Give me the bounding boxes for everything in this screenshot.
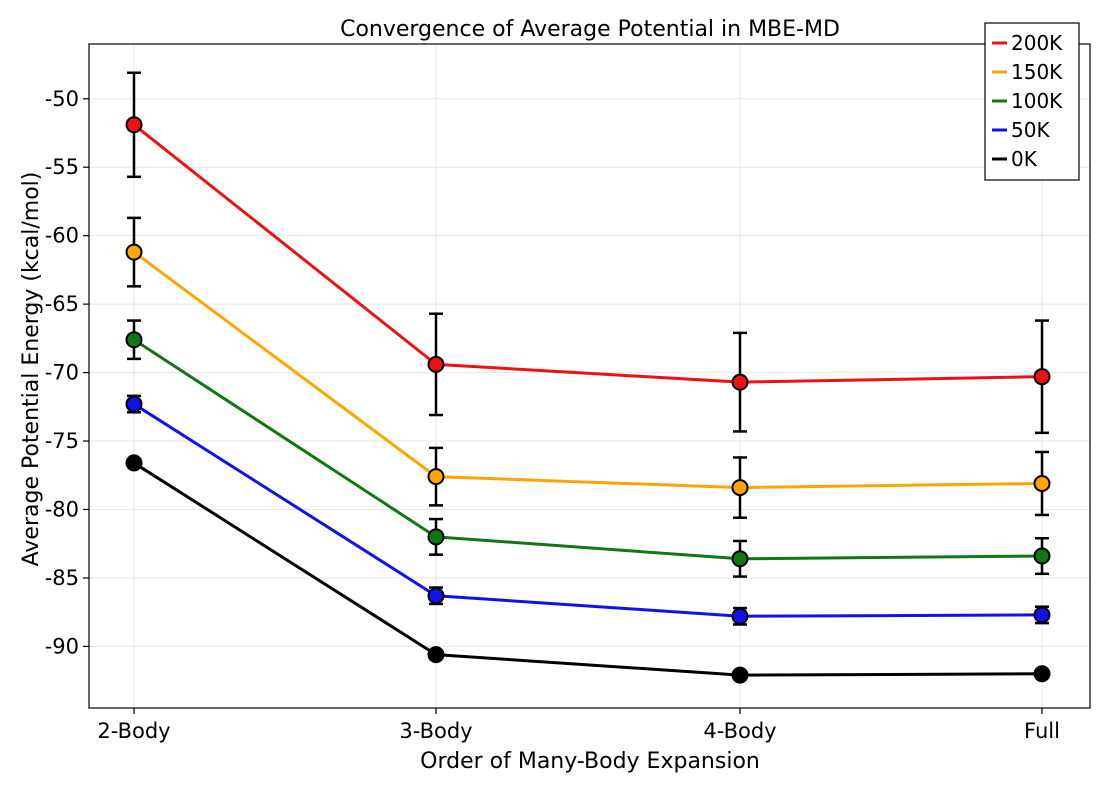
data-point <box>427 587 445 605</box>
legend-label: 100K <box>1011 89 1063 113</box>
y-tick-label: -55 <box>45 155 79 179</box>
data-point <box>731 666 749 684</box>
legend-item-150K: 150K <box>992 60 1063 84</box>
data-point <box>731 479 749 497</box>
data-point <box>1033 474 1051 492</box>
data-point <box>1033 606 1051 624</box>
y-tick-label: -90 <box>45 634 79 658</box>
series-line <box>133 402 1043 618</box>
x-tick-label: Full <box>1024 719 1060 743</box>
y-tick-label: -75 <box>45 429 79 453</box>
data-point <box>125 116 143 134</box>
plot-area <box>88 43 1091 709</box>
series-line <box>133 250 1043 490</box>
series-0K <box>125 454 1051 684</box>
y-tick-label: -85 <box>45 566 79 590</box>
legend-label: 150K <box>1011 60 1063 84</box>
data-point <box>125 454 143 472</box>
y-axis: -90 -85 -80 -75 -70 -65 -60 -55 -50 <box>45 87 89 658</box>
y-tick-label: -65 <box>45 292 79 316</box>
y-tick-label: -60 <box>45 224 79 248</box>
data-point <box>125 243 143 261</box>
data-point <box>731 550 749 568</box>
series-line <box>133 338 1043 561</box>
x-tick-label: 2-Body <box>97 719 170 743</box>
x-tick-label: 4-Body <box>703 719 776 743</box>
series-50K <box>125 394 1051 626</box>
x-tick-label: 3-Body <box>399 719 472 743</box>
y-axis-label: Average Potential Energy (kcal/mol) <box>19 172 44 567</box>
data-point <box>427 646 445 664</box>
data-point <box>731 607 749 625</box>
legend-item-100K: 100K <box>992 89 1063 113</box>
data-point <box>1033 665 1051 683</box>
data-point <box>1033 368 1051 386</box>
series-group <box>125 71 1051 684</box>
series-line <box>133 461 1043 677</box>
legend-label: 0K <box>1011 147 1038 171</box>
legend: 200K 150K 100K 50K 0K <box>984 22 1080 181</box>
legend-item-0K: 0K <box>992 147 1038 171</box>
legend-label: 200K <box>1011 31 1063 55</box>
data-point <box>427 355 445 373</box>
y-tick-label: -70 <box>45 361 79 385</box>
legend-item-50K: 50K <box>992 118 1050 142</box>
data-point <box>125 395 143 413</box>
data-point <box>731 373 749 391</box>
data-point <box>427 468 445 486</box>
y-tick-label: -50 <box>45 87 79 111</box>
x-axis: 2-Body 3-Body 4-Body Full <box>97 708 1060 743</box>
series-150K <box>125 216 1051 519</box>
legend-label: 50K <box>1011 118 1050 142</box>
series-line <box>133 123 1043 384</box>
series-100K <box>125 319 1051 578</box>
data-point <box>427 528 445 546</box>
series-200K <box>125 71 1051 435</box>
x-axis-label: Order of Many-Body Expansion <box>420 749 760 774</box>
data-point <box>125 331 143 349</box>
data-point <box>1033 547 1051 565</box>
y-tick-label: -80 <box>45 497 79 521</box>
chart-title: Convergence of Average Potential in MBE-… <box>340 17 840 42</box>
legend-item-200K: 200K <box>992 31 1063 55</box>
